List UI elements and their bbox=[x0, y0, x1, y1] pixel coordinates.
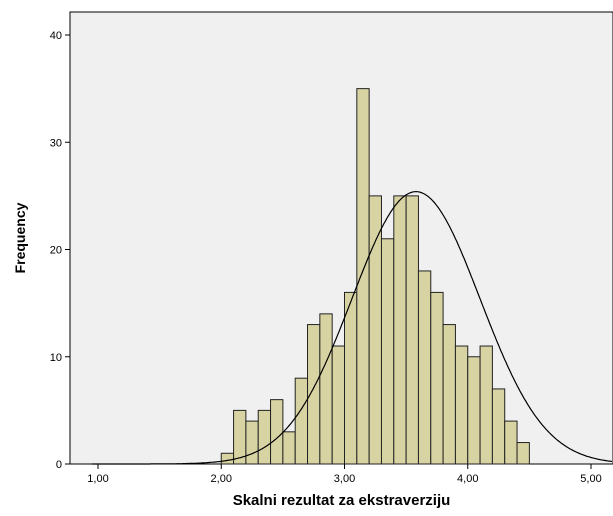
y-tick-label: 30 bbox=[50, 137, 62, 149]
x-axis-label: Skalni rezultat za ekstraverziju bbox=[232, 492, 451, 509]
histogram-bar bbox=[294, 377, 309, 465]
histogram-bar bbox=[282, 431, 296, 465]
histogram-bar bbox=[479, 345, 493, 465]
histogram-bar bbox=[442, 324, 456, 465]
y-tick-label: 40 bbox=[50, 30, 62, 42]
histogram-bar bbox=[504, 420, 518, 465]
histogram-bar bbox=[307, 324, 321, 465]
histogram-bar bbox=[417, 270, 432, 465]
histogram-bar bbox=[319, 313, 333, 465]
histogram-bar bbox=[516, 442, 530, 465]
x-tick-label: 4,00 bbox=[457, 473, 478, 485]
axes: 0 10 20 30 40 1,00 2,00 3,00 4,00 5,00 bbox=[50, 30, 602, 485]
histogram-bar bbox=[393, 195, 407, 465]
histogram-bar bbox=[454, 345, 469, 465]
histogram-bar bbox=[356, 88, 370, 465]
histogram-bar bbox=[380, 238, 395, 465]
histogram-bar bbox=[405, 195, 419, 465]
histogram-bar bbox=[491, 388, 506, 465]
y-axis-label: Frequency bbox=[12, 202, 28, 274]
histogram-bar bbox=[344, 291, 358, 465]
histogram-bar bbox=[368, 195, 382, 465]
histogram-bar bbox=[257, 409, 272, 465]
normal-curve bbox=[91, 190, 613, 465]
x-tick-label: 5,00 bbox=[580, 473, 601, 485]
histogram-bar bbox=[331, 345, 345, 465]
y-tick-label: 0 bbox=[56, 459, 62, 471]
histogram-bar bbox=[430, 291, 444, 465]
histogram-bar bbox=[270, 399, 284, 465]
x-tick-label: 3,00 bbox=[334, 473, 355, 485]
x-tick-label: 2,00 bbox=[211, 473, 232, 485]
x-tick-label: 1,00 bbox=[87, 473, 108, 485]
histogram-bar bbox=[245, 420, 259, 465]
histogram-bar bbox=[467, 356, 481, 465]
y-tick-label: 20 bbox=[50, 245, 62, 257]
histogram-bars bbox=[220, 88, 530, 465]
histogram-bar bbox=[220, 452, 235, 465]
y-tick-label: 10 bbox=[50, 352, 62, 364]
